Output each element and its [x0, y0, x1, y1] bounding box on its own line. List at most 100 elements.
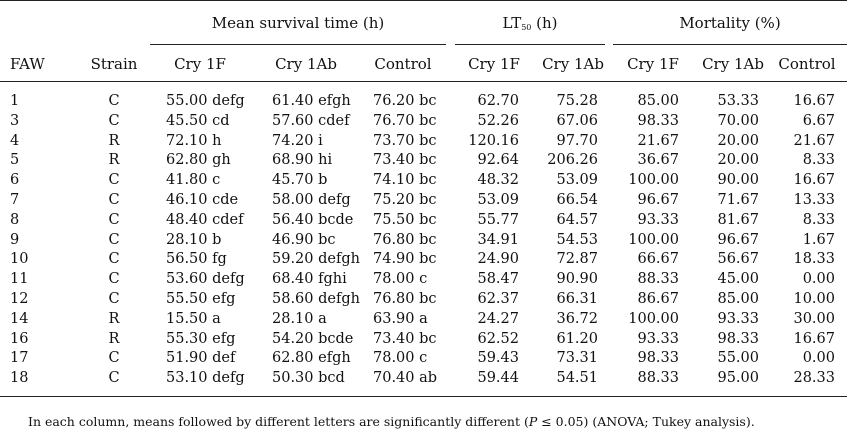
cell-mort-control: 28.33	[793, 370, 835, 387]
cell-faw: 6	[10, 172, 20, 189]
cell-lt-cry1ab: 75.28	[556, 93, 598, 109]
cell-mst-control: 73.40 bc	[373, 152, 437, 169]
cell-lt-cry1f: 58.47	[477, 271, 519, 288]
cell-lt-cry1f: 59.44	[477, 370, 519, 387]
cell-mort-cry1ab: 70.00	[717, 112, 759, 129]
cell-lt-cry1ab: 64.57	[556, 211, 598, 228]
cell-mst-control: 75.20 bc	[373, 192, 437, 208]
cell-mst-control: 63.90 a	[373, 310, 428, 327]
cell-mst-control: 78.00 c	[373, 271, 428, 288]
cell-mort-control: 0.00	[802, 350, 835, 367]
cell-mort-cry1f: 85.00	[637, 93, 679, 109]
header-lt50: LT50 (h)	[502, 14, 558, 32]
cell-mst-cry1ab: 45.70 b	[272, 172, 328, 189]
cell-mort-cry1ab: 96.67	[717, 231, 759, 248]
cell-mst-control: 76.80 bc	[373, 231, 437, 248]
cell-mst-cry1f: 56.50 fg	[166, 251, 227, 268]
col-header-mst-cry1ab: Cry 1Ab	[275, 55, 337, 73]
cell-mst-cry1ab: 59.20 defgh	[272, 251, 360, 268]
cell-mort-control: 8.33	[802, 211, 835, 228]
lt50-group-rule	[455, 44, 605, 45]
cell-mst-cry1ab: 68.40 fghi	[272, 271, 347, 288]
cell-mort-cry1ab: 90.00	[717, 172, 759, 189]
cell-mst-control: 73.70 bc	[373, 132, 437, 149]
cell-strain: C	[108, 271, 120, 288]
cell-lt-cry1f: 24.27	[477, 310, 519, 327]
cell-faw: 3	[10, 112, 20, 129]
cell-mort-cry1f: 98.33	[637, 350, 679, 367]
mst-group-rule	[150, 44, 446, 45]
cell-faw: 5	[10, 152, 20, 169]
cell-strain: R	[108, 310, 120, 327]
cell-mort-cry1f: 100.00	[628, 310, 679, 327]
cell-mort-control: 6.67	[802, 112, 835, 129]
cell-mst-cry1ab: 74.20 i	[272, 132, 323, 149]
table-footnote: In each column, means followed by differ…	[28, 414, 755, 429]
cell-mort-cry1ab: 93.33	[717, 310, 759, 327]
cell-mst-cry1ab: 62.80 efgh	[272, 350, 351, 367]
cell-mort-cry1ab: 45.00	[717, 271, 759, 288]
cell-mst-control: 70.40 ab	[373, 370, 438, 387]
cell-lt-cry1ab: 53.09	[556, 172, 598, 189]
cell-mort-cry1ab: 95.00	[717, 370, 759, 387]
cell-lt-cry1f: 120.16	[468, 132, 519, 149]
cell-lt-cry1ab: 206.26	[547, 152, 598, 169]
cell-mst-cry1ab: 46.90 bc	[272, 231, 336, 248]
cell-mst-cry1f: 55.30 efg	[166, 330, 236, 347]
cell-mst-cry1f: 72.10 h	[166, 132, 222, 149]
cell-faw: 8	[10, 211, 20, 228]
cell-mst-cry1f: 45.50 cd	[166, 112, 230, 129]
cell-mort-control: 18.33	[793, 251, 835, 268]
cell-mort-control: 1.67	[802, 231, 835, 248]
cell-mst-cry1f: 48.40 cdef	[166, 211, 244, 228]
cell-mst-cry1ab: 57.60 cdef	[272, 112, 350, 129]
cell-mort-cry1ab: 85.00	[717, 291, 759, 307]
cell-mort-control: 16.67	[793, 93, 835, 109]
cell-lt-cry1ab: 97.70	[556, 132, 598, 149]
cell-mort-control: 16.67	[793, 172, 835, 189]
col-header-mst-cry1f: Cry 1F	[174, 55, 226, 73]
cell-strain: R	[108, 132, 120, 149]
cell-lt-cry1f: 62.70	[477, 93, 519, 109]
cell-mort-control: 13.33	[793, 192, 835, 208]
cell-lt-cry1ab: 90.90	[556, 271, 598, 288]
cell-mst-cry1f: 41.80 c	[166, 172, 221, 189]
cell-lt-cry1f: 52.26	[477, 112, 519, 129]
cell-mst-cry1f: 51.90 def	[166, 350, 236, 367]
cell-mst-cry1f: 62.80 gh	[166, 152, 231, 169]
cell-mort-cry1f: 93.33	[637, 211, 679, 228]
cell-mort-control: 16.67	[793, 330, 835, 347]
cell-mort-control: 0.00	[802, 271, 835, 288]
cell-lt-cry1ab: 66.31	[556, 291, 598, 307]
header-mortality: Mortality (%)	[679, 14, 781, 32]
col-header-lt-cry1f: Cry 1F	[468, 55, 520, 73]
cell-mort-cry1f: 88.33	[637, 271, 679, 288]
cell-lt-cry1f: 92.64	[477, 152, 519, 169]
cell-strain: C	[108, 172, 120, 189]
cell-mort-cry1ab: 20.00	[717, 152, 759, 169]
header-mean-survival-time: Mean survival time (h)	[211, 14, 385, 32]
top-rule	[0, 0, 847, 1]
cell-mst-cry1ab: 54.20 bcde	[272, 330, 354, 347]
cell-strain: C	[108, 112, 120, 129]
cell-lt-cry1ab: 54.51	[556, 370, 598, 387]
cell-faw: 16	[10, 330, 29, 347]
col-header-mort-cry1ab: Cry 1Ab	[702, 55, 764, 73]
cell-mst-control: 78.00 c	[373, 350, 428, 367]
cell-faw: 17	[10, 350, 29, 367]
cell-lt-cry1ab: 67.06	[556, 112, 598, 129]
cell-mst-cry1f: 46.10 cde	[166, 192, 239, 208]
cell-faw: 14	[10, 310, 29, 327]
col-header-mort-cry1f: Cry 1F	[627, 55, 679, 73]
cell-lt-cry1f: 55.77	[477, 211, 519, 228]
cell-lt-cry1f: 24.90	[477, 251, 519, 268]
cell-mst-control: 76.70 bc	[373, 112, 437, 129]
cell-mst-cry1f: 53.60 defg	[166, 271, 245, 288]
col-header-faw: FAW	[10, 55, 45, 73]
cell-mst-cry1f: 15.50 a	[166, 310, 221, 327]
cell-lt-cry1ab: 72.87	[556, 251, 598, 268]
cell-mort-control: 10.00	[793, 291, 835, 307]
cell-lt-cry1f: 62.52	[477, 330, 519, 347]
cell-mort-cry1f: 93.33	[637, 330, 679, 347]
cell-lt-cry1f: 53.09	[477, 192, 519, 208]
